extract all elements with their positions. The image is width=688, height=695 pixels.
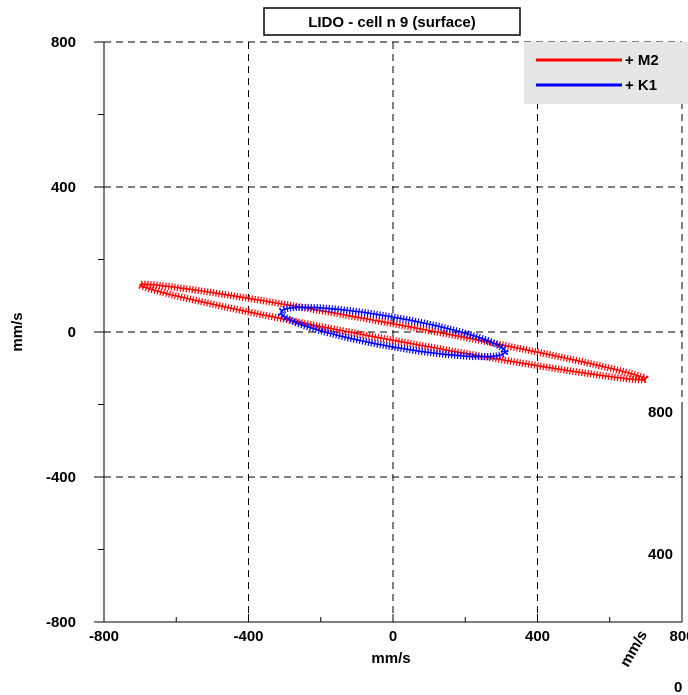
legend: + M2 + K1: [524, 42, 688, 104]
x-tick-label-800: 800: [669, 628, 688, 645]
second-panel-axis-title: mm/s: [617, 628, 651, 670]
second-panel-fragment: 800 400 mm/s 0: [617, 404, 683, 695]
series-m2-ellipse: [139, 283, 647, 381]
x-tick-label-0: 0: [389, 628, 397, 645]
second-panel-tick-800: 800: [648, 404, 673, 421]
chart-title: LIDO - cell n 9 (surface): [308, 14, 476, 31]
y-tick-labels: -800 -400 0 400 800: [46, 34, 76, 631]
y-tick-label-0: 0: [68, 324, 76, 341]
series-layer: [135, 280, 649, 384]
y-tick-label--400: -400: [46, 469, 76, 486]
series-m2: [135, 280, 649, 384]
y-axis-title: mm/s: [9, 312, 26, 351]
grid-lines: [104, 41, 683, 622]
legend-background: [524, 42, 688, 104]
y-tick-label-800: 800: [51, 34, 76, 51]
x-tick-label--800: -800: [89, 628, 119, 645]
x-tick-label--400: -400: [233, 628, 263, 645]
x-tick-labels: -800 -400 0 400 800: [89, 628, 688, 645]
second-panel-tick-400: 400: [648, 546, 673, 563]
y-tick-label-400: 400: [51, 179, 76, 196]
legend-label-m2: + M2: [625, 52, 659, 69]
legend-label-k1: + K1: [625, 77, 657, 94]
x-axis-title: mm/s: [371, 650, 410, 667]
series-k1: [277, 303, 509, 361]
chart-title-box: LIDO - cell n 9 (surface): [263, 7, 521, 36]
series-k1-ellipse: [280, 306, 506, 358]
x-tick-label-400: 400: [525, 628, 550, 645]
y-tick-label--800: -800: [46, 614, 76, 631]
axis-ticks: [94, 41, 683, 623]
second-panel-corner-label: 0: [674, 679, 682, 695]
